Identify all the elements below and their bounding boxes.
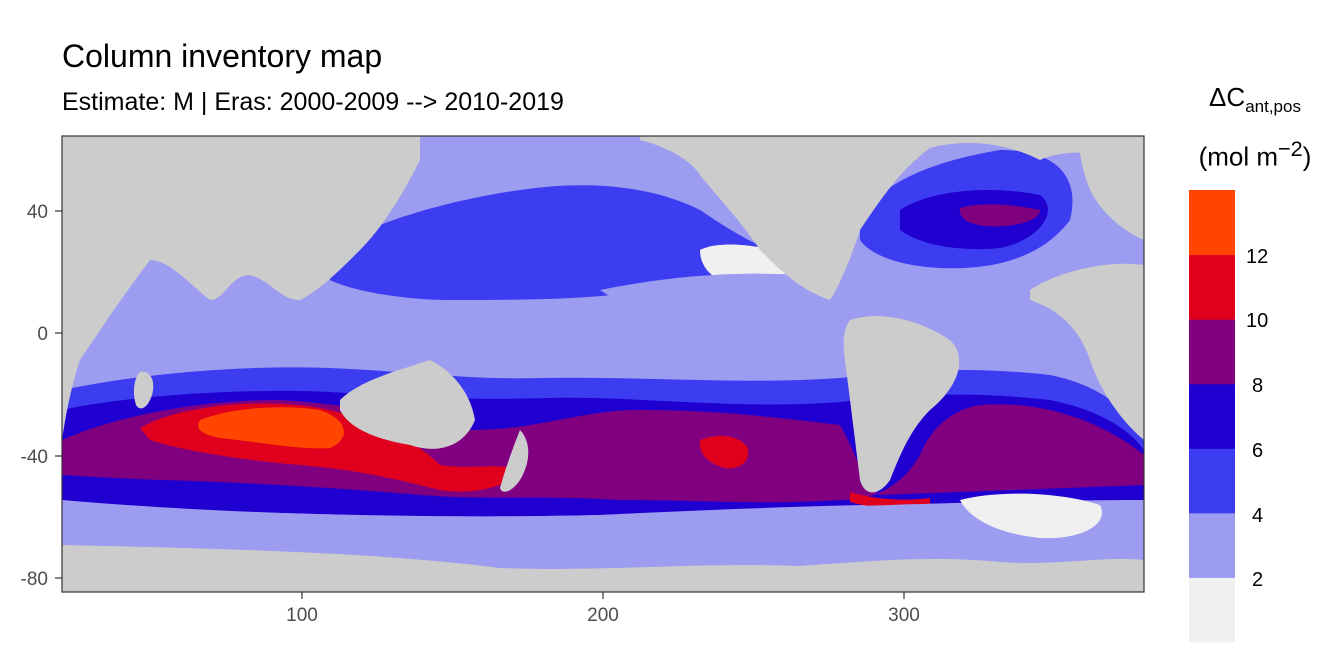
- legend-unit: (mol m−2): [1180, 136, 1330, 173]
- x-tick-label: 100: [286, 605, 318, 626]
- y-tick-label: 40: [27, 202, 48, 223]
- legend-title: ΔCant,pos: [1180, 82, 1330, 117]
- indian-ocean-12-14: [198, 407, 344, 449]
- map-title: Column inventory map: [62, 38, 383, 74]
- australia: [340, 360, 475, 449]
- y-tick-label: 0: [37, 324, 48, 345]
- south-america: [843, 316, 960, 493]
- map-panel: [62, 136, 1144, 592]
- southern-ocean-light-band: [62, 500, 1144, 560]
- north-america: [640, 136, 1144, 300]
- legend-color-bin: [1189, 577, 1235, 643]
- north-atlantic-peak: [959, 204, 1040, 227]
- legend-unit-pre: (mol m: [1198, 141, 1279, 172]
- europe-africa-east: [1030, 263, 1144, 440]
- legend-unit-post: ): [1302, 141, 1312, 172]
- legend-break-label: 8: [1252, 375, 1263, 397]
- madagascar: [133, 371, 154, 409]
- greenland: [1079, 136, 1144, 240]
- legend-break-label: 12: [1246, 246, 1268, 268]
- weddell-light-patch: [960, 493, 1102, 539]
- central-pacific-band: [600, 273, 840, 304]
- pacific-10-12: [699, 435, 749, 469]
- antarctica: [62, 545, 1144, 592]
- legend-title-sub: ant,pos: [1245, 97, 1301, 117]
- legend-color-bin: [1189, 254, 1235, 320]
- legend-title-main: ΔC: [1209, 82, 1246, 112]
- x-axis: 100 200 300: [286, 592, 920, 626]
- legend-break-label: 4: [1252, 505, 1263, 527]
- legend-color-bin: [1189, 383, 1235, 449]
- legend-labels: 2 4 6 8 10 12: [1246, 246, 1268, 591]
- legend-color-bin: [1189, 512, 1235, 578]
- legend-color-bin: [1189, 319, 1235, 385]
- map-subtitle: Estimate: M | Eras: 2000-2009 --> 2010-2…: [62, 88, 564, 116]
- legend-break-label: 10: [1246, 310, 1268, 332]
- legend-break-label: 2: [1252, 569, 1263, 591]
- legend-break-label: 6: [1252, 440, 1263, 462]
- x-tick-label: 300: [888, 605, 920, 626]
- y-tick-label: -80: [21, 569, 48, 590]
- x-tick-label: 200: [587, 605, 619, 626]
- legend-unit-sup: −2: [1278, 136, 1303, 161]
- north-pacific-region: [330, 185, 800, 300]
- y-tick-label: -40: [21, 447, 48, 468]
- y-axis: 40 0 -40 -80: [21, 202, 62, 590]
- legend-color-bin: [1189, 448, 1235, 514]
- new-zealand: [500, 430, 529, 492]
- legend-color-bin: [1189, 190, 1235, 256]
- land-masses: [62, 136, 1144, 592]
- legend-colorbar: [1189, 190, 1235, 643]
- eurasia-africa: [62, 136, 420, 440]
- drake-passage-10-12: [850, 492, 930, 508]
